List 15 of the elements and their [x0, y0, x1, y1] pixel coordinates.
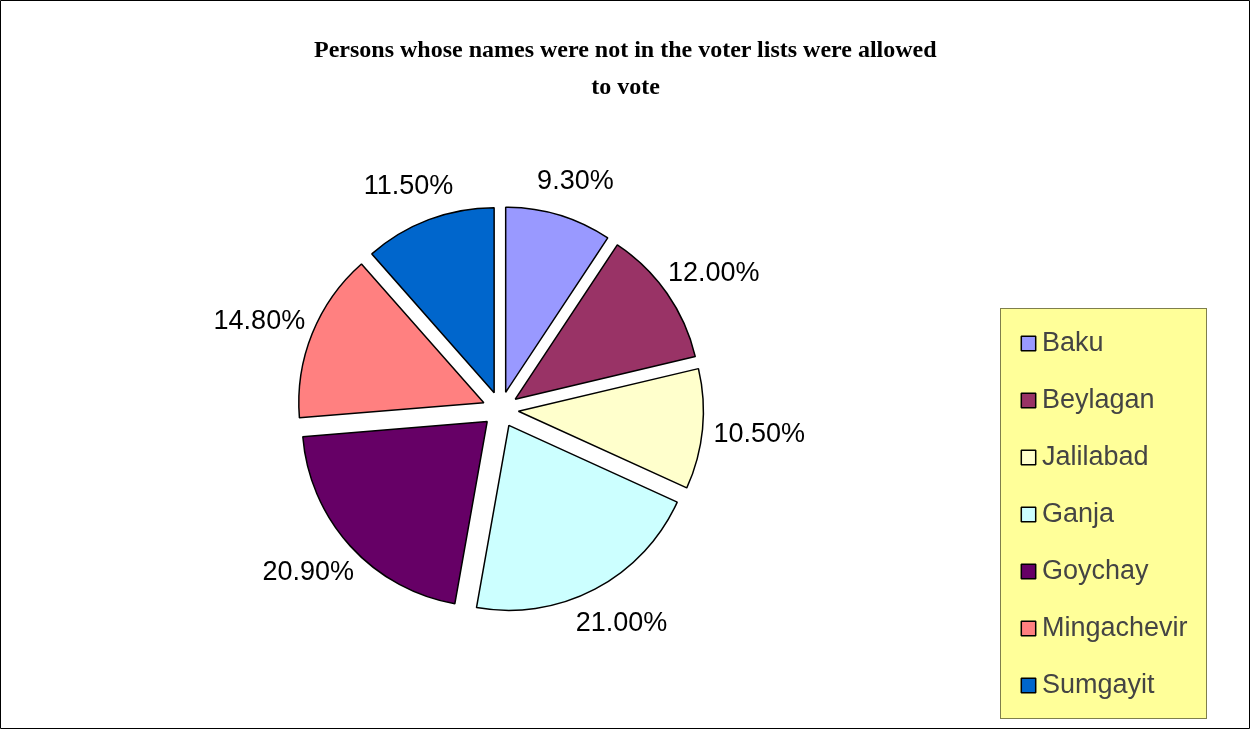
data-label: 14.80% [213, 304, 306, 335]
data-label: 12.00% [667, 257, 760, 288]
data-label: 21.00% [575, 606, 668, 637]
legend-label: Beylagan [1042, 384, 1155, 415]
legend-label: Jalilabad [1042, 441, 1149, 472]
legend-label: Goychay [1042, 555, 1149, 586]
chart-title: Persons whose names were not in the voter lists were allowed to vote [313, 35, 938, 100]
data-label: 20.90% [262, 556, 354, 587]
legend-label: Mingachevir [1042, 612, 1188, 643]
data-label: 9.30% [537, 164, 614, 195]
legend-label: Ganja [1042, 498, 1115, 529]
data-label: 10.50% [713, 417, 806, 448]
legend-label: Sumgayit [1042, 669, 1155, 700]
data-label: 11.50% [363, 169, 454, 200]
legend-label: Baku [1042, 327, 1104, 358]
